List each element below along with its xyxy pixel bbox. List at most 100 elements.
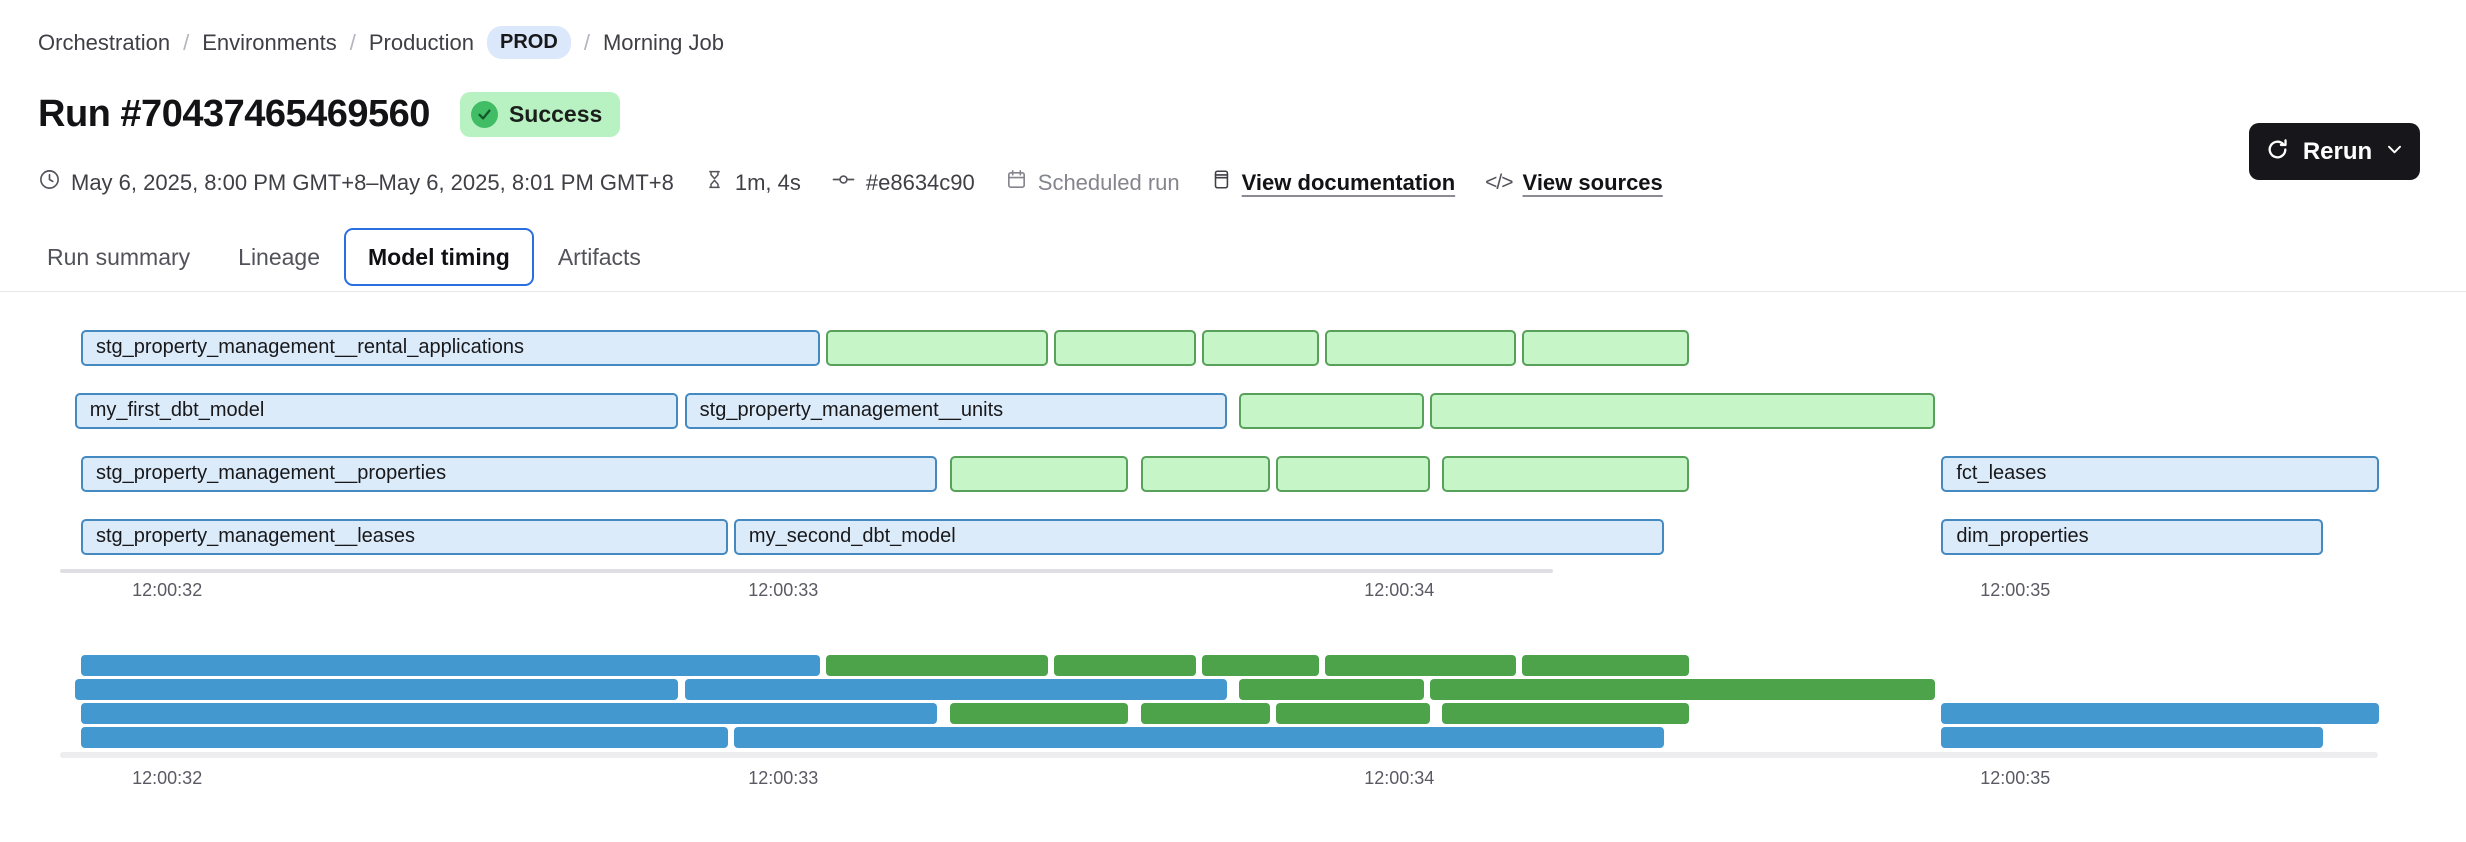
minimap-bar-my_first_dbt_model[interactable] — [74, 679, 679, 700]
status-badge: Success — [459, 92, 621, 137]
prod-env-badge: PROD — [487, 26, 571, 59]
model-bar[interactable] — [1430, 393, 1936, 429]
model-bar[interactable] — [1442, 456, 1689, 492]
model-bar-my_second_dbt_model[interactable]: my_second_dbt_model — [733, 519, 1665, 555]
timeline-row: my_first_dbt_model stg_property_managemen… — [60, 393, 2380, 429]
breadcrumb-orchestration[interactable]: Orchestration — [38, 29, 171, 55]
rerun-button-label: Rerun — [2302, 137, 2373, 165]
view-documentation-link[interactable]: View documentation — [1241, 169, 1456, 195]
minimap-bar[interactable] — [949, 703, 1129, 724]
model-bar-label: dim_properties — [1956, 525, 2089, 547]
view-documentation: View documentation — [1210, 168, 1456, 197]
model-bar-label: my_first_dbt_model — [89, 399, 265, 421]
model-bar-stg_property_management__units[interactable]: stg_property_management__units — [684, 393, 1227, 429]
rerun-button[interactable]: Rerun — [2249, 123, 2420, 180]
model-bar-stg_property_management__leases[interactable]: stg_property_management__leases — [80, 519, 728, 555]
minimap-bar-stg_property_management__leases[interactable] — [80, 727, 728, 748]
minimap-bar[interactable] — [1054, 655, 1196, 676]
breadcrumb-environments[interactable]: Environments — [202, 29, 337, 55]
breadcrumb-separator: / — [349, 29, 356, 55]
breadcrumb-morning-job[interactable]: Morning Job — [602, 29, 725, 55]
time-axis-label: 12:00:35 — [1980, 580, 2051, 600]
model-bar-stg_property_management__rental_applications[interactable]: stg_property_management__rental_applicat… — [80, 330, 821, 366]
minimap-row — [60, 679, 2380, 700]
model-timing-chart: stg_property_management__rental_applicat… — [60, 330, 2380, 558]
breadcrumb: Orchestration / Environments / Productio… — [38, 26, 724, 59]
breadcrumb-separator: / — [183, 29, 190, 55]
minimap-bar[interactable] — [1522, 655, 1689, 676]
tab-lineage[interactable]: Lineage — [238, 244, 321, 270]
time-axis-label: 12:00:35 — [1980, 768, 2051, 788]
view-sources: </> View sources — [1485, 170, 1663, 196]
minimap-bar-stg_property_management__units[interactable] — [684, 679, 1227, 700]
minimap-bar-stg_property_management__properties[interactable] — [80, 703, 938, 724]
model-bar[interactable] — [826, 330, 1049, 366]
minimap-bar[interactable] — [1202, 655, 1320, 676]
run-duration: 1m, 4s — [704, 168, 801, 197]
model-bar[interactable] — [1140, 456, 1270, 492]
commit-icon — [831, 168, 856, 197]
minimap-bar-stg_property_management__rental_applications[interactable] — [80, 655, 821, 676]
run-timerange-text: May 6, 2025, 8:00 PM GMT+8–May 6, 2025, … — [71, 169, 674, 195]
tab-artifacts[interactable]: Artifacts — [557, 244, 641, 270]
run-commit: #e8634c90 — [831, 168, 975, 197]
rerun-refresh-icon — [2265, 137, 2290, 167]
model-bar-fct_leases[interactable]: fct_leases — [1941, 456, 2379, 492]
tab-run-summary[interactable]: Run summary — [47, 244, 191, 270]
page-title: Run #70437465469560 — [38, 93, 430, 135]
clock-icon — [38, 168, 61, 197]
run-trigger-text: Scheduled run — [1037, 169, 1180, 195]
view-sources-link[interactable]: View sources — [1522, 169, 1663, 195]
minimap-bar[interactable] — [1430, 679, 1936, 700]
model-bar[interactable] — [1325, 330, 1517, 366]
tabs-divider — [0, 291, 2466, 292]
breadcrumb-separator: / — [583, 29, 590, 55]
model-bar-label: my_second_dbt_model — [748, 525, 956, 547]
minimap-bar[interactable] — [1140, 703, 1270, 724]
rerun-chevron-down-icon[interactable] — [2385, 140, 2404, 164]
hourglass-icon — [704, 168, 725, 197]
model-bar[interactable] — [1202, 330, 1320, 366]
code-icon: </> — [1485, 170, 1513, 194]
model-timing-minimap[interactable] — [60, 655, 2380, 750]
breadcrumb-production[interactable]: Production — [368, 29, 475, 55]
chart-scrollbar-thumb[interactable] — [60, 569, 1553, 573]
model-bar[interactable] — [1239, 393, 1424, 429]
document-icon — [1210, 168, 1232, 197]
model-bar[interactable] — [949, 456, 1129, 492]
run-trigger: Scheduled run — [1005, 168, 1180, 197]
header: Run #70437465469560 Success — [38, 92, 621, 137]
minimap-bar[interactable] — [1276, 703, 1431, 724]
timeline-row: stg_property_management__properties fct_l… — [60, 456, 2380, 492]
model-timing-time-axis: 12:00:32 12:00:33 12:00:34 12:00:35 — [60, 580, 2380, 604]
timeline-row: stg_property_management__rental_applicat… — [60, 330, 2380, 366]
minimap-bar[interactable] — [1442, 703, 1689, 724]
minimap-scrollbar-track[interactable] — [60, 752, 2378, 758]
minimap-bar-my_second_dbt_model[interactable] — [733, 727, 1665, 748]
time-axis-label: 12:00:32 — [132, 768, 203, 788]
model-bar-label: stg_property_management__properties — [95, 462, 447, 484]
minimap-time-axis: 12:00:32 12:00:33 12:00:34 12:00:35 — [60, 768, 2380, 792]
model-bar-stg_property_management__properties[interactable]: stg_property_management__properties — [80, 456, 938, 492]
minimap-bar[interactable] — [1239, 679, 1424, 700]
model-bar-my_first_dbt_model[interactable]: my_first_dbt_model — [74, 393, 679, 429]
minimap-bar[interactable] — [826, 655, 1049, 676]
time-axis-label: 12:00:32 — [132, 580, 203, 600]
model-bar-label: stg_property_management__leases — [95, 525, 416, 547]
time-axis-label: 12:00:34 — [1364, 580, 1435, 600]
minimap-row — [60, 703, 2380, 724]
model-bar[interactable] — [1522, 330, 1689, 366]
model-bar[interactable] — [1054, 330, 1196, 366]
minimap-bar-fct_leases[interactable] — [1941, 703, 2379, 724]
time-axis-label: 12:00:33 — [748, 580, 819, 600]
minimap-bar-dim_properties[interactable] — [1941, 727, 2324, 748]
time-axis-label: 12:00:34 — [1364, 768, 1435, 788]
model-bar[interactable] — [1276, 456, 1431, 492]
model-bar-dim_properties[interactable]: dim_properties — [1941, 519, 2324, 555]
minimap-bar[interactable] — [1325, 655, 1517, 676]
run-timerange: May 6, 2025, 8:00 PM GMT+8–May 6, 2025, … — [38, 168, 674, 197]
model-bar-label: stg_property_management__units — [699, 399, 1004, 421]
minimap-row — [60, 655, 2380, 676]
tab-model-timing[interactable]: Model timing — [344, 228, 534, 286]
